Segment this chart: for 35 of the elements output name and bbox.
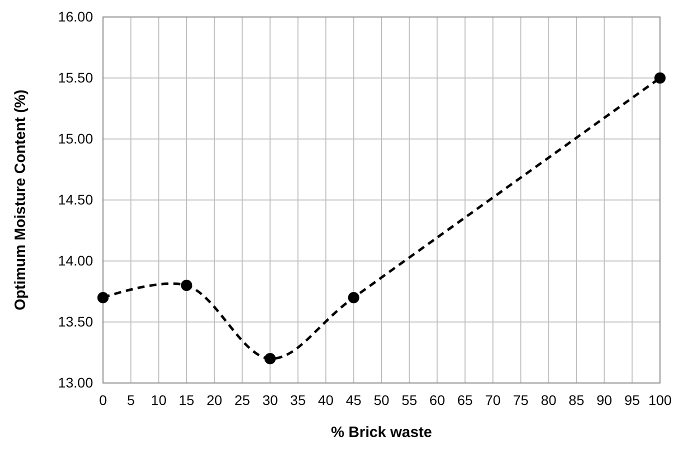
x-tick-label: 100 bbox=[648, 392, 672, 408]
x-tick-label: 50 bbox=[374, 392, 390, 408]
x-tick-label: 80 bbox=[540, 392, 557, 408]
x-tick-label: 5 bbox=[126, 392, 135, 408]
x-tick-label: 65 bbox=[457, 392, 474, 408]
y-tick-label: 14.50 bbox=[58, 191, 94, 208]
x-tick-label: 55 bbox=[402, 392, 418, 408]
x-tick-label: 75 bbox=[512, 392, 529, 408]
point bbox=[264, 352, 276, 364]
x-tick-label: 25 bbox=[234, 392, 250, 408]
x-tick-label: 30 bbox=[262, 392, 278, 408]
y-tick-label: 13.50 bbox=[58, 313, 94, 330]
x-tick-label: 40 bbox=[318, 392, 334, 408]
point bbox=[97, 292, 109, 304]
x-tick-label: 45 bbox=[346, 392, 362, 408]
x-tick-label: 15 bbox=[178, 392, 195, 408]
y-tick-label: 16.00 bbox=[58, 8, 94, 24]
x-tick-label: 35 bbox=[290, 392, 306, 408]
x-tick-label: 85 bbox=[568, 392, 584, 408]
y-axis-title: Optimum Moisture Content (%) bbox=[12, 90, 29, 310]
point bbox=[348, 292, 360, 304]
x-axis-title: % Brick waste bbox=[331, 424, 432, 441]
point bbox=[654, 72, 666, 84]
x-tick-label: 20 bbox=[206, 392, 222, 408]
y-tick-label: 13.00 bbox=[58, 374, 94, 390]
x-tick-label: 95 bbox=[624, 392, 640, 408]
x-tick-label: 90 bbox=[596, 392, 612, 408]
x-tick-label: 10 bbox=[150, 392, 167, 408]
point bbox=[180, 280, 192, 292]
y-tick-label: 15.00 bbox=[58, 130, 94, 146]
y-tick-label: 14.00 bbox=[58, 252, 94, 268]
x-tick-label: 60 bbox=[429, 392, 446, 408]
x-tick-label: 70 bbox=[485, 392, 501, 408]
x-tick-label: 0 bbox=[99, 392, 108, 408]
y-tick-label: 15.50 bbox=[58, 69, 94, 86]
